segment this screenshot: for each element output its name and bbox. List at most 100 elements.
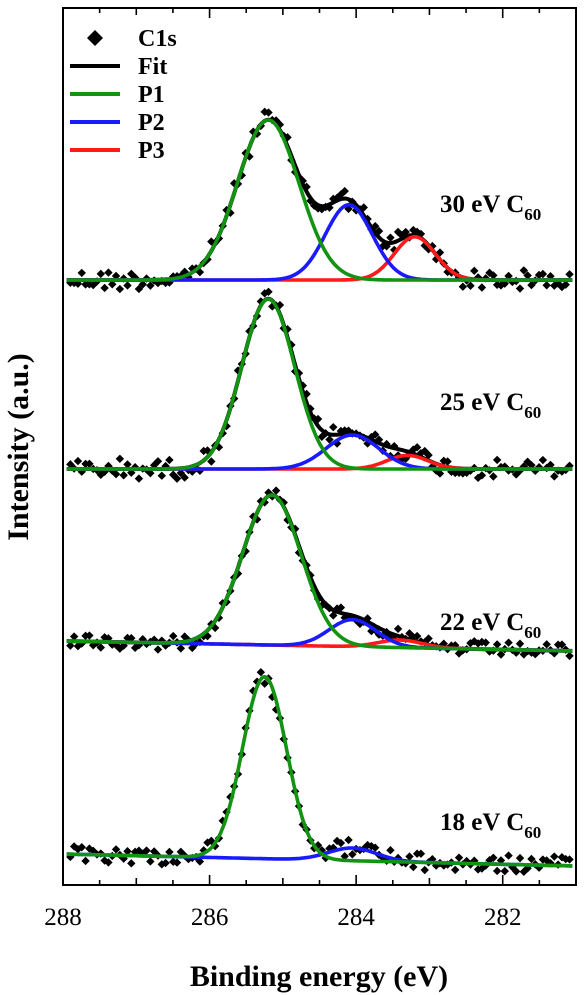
- data-point: [332, 836, 342, 846]
- data-point: [115, 284, 125, 294]
- data-point: [340, 852, 349, 861]
- data-point: [473, 639, 483, 648]
- data-point: [565, 270, 574, 279]
- data-points-18-eV: [66, 668, 574, 876]
- data-point: [100, 633, 109, 642]
- data-point: [550, 852, 559, 861]
- panel-label-22-eV: 22 eV C60: [440, 609, 541, 642]
- data-point: [424, 450, 433, 460]
- data-point: [104, 268, 113, 277]
- data-point: [511, 470, 521, 479]
- data-point: [500, 866, 509, 876]
- data-point: [123, 460, 132, 469]
- data-point: [492, 455, 502, 465]
- data-point: [134, 474, 144, 483]
- data-point: [188, 643, 197, 653]
- data-point: [130, 643, 140, 653]
- data-point: [195, 857, 205, 866]
- data-point: [149, 635, 159, 644]
- p1-curve-25-eV: [66, 297, 573, 471]
- data-point: [165, 455, 174, 465]
- data-point: [161, 641, 170, 650]
- data-point: [424, 245, 433, 254]
- data-point: [241, 547, 250, 556]
- data-point: [542, 281, 551, 290]
- data-point: [73, 641, 83, 651]
- data-point: [466, 281, 475, 290]
- data-point: [169, 631, 178, 641]
- data-point: [393, 227, 403, 237]
- data-point: [108, 280, 117, 289]
- data-point: [344, 835, 353, 845]
- data-point: [412, 443, 422, 452]
- data-point: [66, 641, 75, 650]
- data-point: [172, 474, 182, 483]
- y-axis-label: Intensity (a.u.): [2, 353, 35, 541]
- data-point: [519, 266, 529, 275]
- data-point: [264, 108, 273, 117]
- data-point: [329, 611, 338, 620]
- data-point: [363, 614, 372, 623]
- data-point: [489, 853, 498, 862]
- data-point: [111, 845, 121, 854]
- data-point: [127, 633, 136, 643]
- data-point: [496, 650, 506, 659]
- data-point: [515, 284, 525, 293]
- data-point: [435, 469, 445, 478]
- data-point: [489, 271, 498, 280]
- legend-label-p2: P2: [138, 110, 165, 136]
- data-point: [203, 838, 212, 847]
- data-point: [515, 853, 525, 863]
- data-point: [458, 282, 468, 291]
- data-point: [100, 283, 109, 293]
- data-point: [489, 472, 498, 481]
- data-point: [557, 467, 567, 476]
- data-point: [69, 842, 79, 851]
- data-point: [565, 855, 574, 864]
- legend-label-p1: P1: [138, 82, 165, 108]
- data-point: [123, 281, 132, 290]
- data-point: [336, 603, 346, 612]
- data-point: [527, 280, 536, 290]
- data-point: [416, 229, 426, 239]
- data-point: [492, 866, 502, 876]
- data-point: [199, 846, 208, 855]
- x-tick-label: 282: [484, 904, 522, 931]
- data-point: [363, 840, 372, 850]
- spectra-group: [66, 107, 574, 876]
- p1-curve-30-eV: [66, 118, 573, 282]
- data-point: [184, 854, 193, 864]
- data-point: [96, 643, 106, 652]
- data-point: [329, 422, 338, 432]
- data-point: [477, 471, 487, 480]
- x-tick-label: 288: [44, 904, 82, 931]
- data-point: [473, 865, 483, 874]
- data-point: [157, 471, 166, 480]
- data-point: [146, 281, 155, 290]
- data-point: [511, 648, 521, 657]
- data-point: [77, 843, 86, 852]
- data-point: [169, 857, 178, 867]
- data-point: [557, 640, 567, 649]
- data-point: [451, 865, 460, 875]
- data-point: [492, 640, 502, 649]
- data-point: [153, 457, 163, 466]
- data-point: [153, 645, 163, 654]
- data-point: [210, 623, 220, 633]
- data-point: [104, 858, 113, 867]
- data-point: [161, 858, 170, 868]
- data-point: [310, 201, 319, 210]
- data-point: [405, 852, 414, 861]
- data-point: [77, 268, 86, 278]
- data-point: [169, 470, 178, 479]
- x-axis-label: Binding energy (eV): [190, 960, 448, 993]
- data-point: [523, 457, 532, 466]
- data-point: [260, 107, 269, 117]
- data-point: [561, 280, 570, 289]
- data-point: [104, 634, 113, 643]
- data-point: [393, 624, 403, 634]
- data-point: [218, 816, 227, 825]
- data-point: [477, 283, 487, 292]
- data-point: [409, 862, 418, 872]
